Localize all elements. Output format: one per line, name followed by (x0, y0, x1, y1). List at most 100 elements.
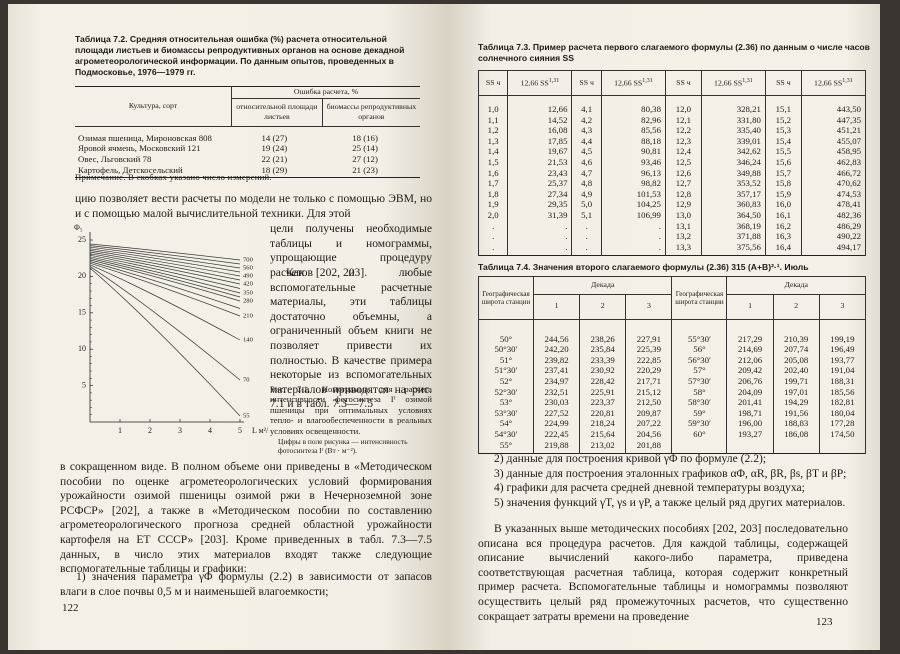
table-cell: . (507, 241, 573, 256)
table-cell: . (571, 220, 602, 232)
table-cell: 21 (23) (352, 164, 378, 175)
table-cell: 218,24 (579, 418, 627, 429)
header-cell: Культура, сорт (75, 86, 232, 127)
table-row: 52° 234,97 228,42 217,71 57°30′ 206,76 199,71 1… (478, 375, 867, 387)
table-cell: 1,1 (477, 114, 509, 126)
table-cell: 193,27 (726, 428, 774, 440)
table-cell: 50° (478, 319, 534, 345)
table-cell: 101,53 (600, 188, 666, 200)
table-cell: 58°30′ (671, 397, 728, 408)
table-cell (818, 439, 867, 454)
table-wrap: SS ч 12,66 SS1,31 SS ч 12,66 SS1,31 SS ч 12,6… (477, 70, 867, 257)
table-cell: 12,3 (664, 135, 702, 147)
table-cell: 15,6 (764, 156, 802, 168)
table-cell: 197,01 (772, 386, 820, 398)
table-cell: 5,0 (571, 199, 602, 210)
table-cell: 18 (16) (352, 132, 378, 143)
table-cell: 1,4 (477, 146, 509, 157)
paragraph: в сокращенном виде. В полном объеме они … (60, 460, 432, 576)
table-cell: 224,99 (532, 418, 581, 429)
curve-label: 700 (243, 257, 254, 264)
header-superscript: 1,31 (842, 78, 853, 85)
table-cell: 16,2 (764, 220, 802, 232)
x-tick-label: 5 (238, 426, 242, 435)
table-cell: 4,1 (571, 95, 602, 115)
table-cell: 58° (671, 386, 728, 398)
table-cell: 12,66 (507, 95, 573, 115)
table-cell: 371,88 (700, 231, 766, 242)
table-cell: 53°30′ (478, 407, 534, 419)
table-cell: 225,91 (579, 386, 627, 398)
header-cell: Географическая широта станции (478, 276, 534, 320)
table: Культура, сорт Ошибка расчета, % относител… (75, 86, 420, 179)
curve (89, 250, 241, 277)
table-cell: 222,85 (625, 354, 673, 366)
table-cell: 1,0 (477, 95, 509, 115)
table-cell: 375,56 (700, 241, 766, 256)
x-tick-label: 4 (208, 426, 212, 435)
table-cell: 230,03 (532, 397, 581, 408)
header-text: 12,66 SS (714, 79, 743, 88)
y-tick-label: 10 (78, 344, 86, 353)
header-text: 12,66 SS (614, 79, 643, 88)
header-row: относительной площади листьев биомассы ре… (75, 98, 420, 127)
table-cell: 214,69 (726, 344, 774, 355)
table-cell: 199,19 (818, 319, 867, 345)
table-cell: . (600, 241, 666, 256)
paragraph: цию позволяет вести расчеты по модели не… (75, 192, 432, 220)
table-cell: 15,3 (764, 125, 802, 136)
table-row: Овес, Льговский 78 22 (21) 27 (12) (75, 154, 420, 165)
curve-label: 490 (243, 273, 254, 280)
table-cell: 15,9 (764, 188, 802, 200)
header-cell: Декада (726, 276, 866, 295)
table-cell: 12,6 (664, 167, 702, 179)
table-cell: 13,3 (664, 241, 702, 256)
header-cell: SS ч (477, 70, 509, 96)
table-cell: . (571, 231, 602, 242)
table-cell: 50°30′ (478, 344, 534, 355)
header-cell: SS ч (764, 70, 802, 96)
table-cell: Овес, Льговский 78 (78, 153, 152, 164)
table-cell: 31,39 (507, 209, 573, 221)
paragraph: Как и любые вспомогательные расчетные ма… (270, 266, 432, 411)
table-cell: 209,42 (726, 365, 774, 376)
header-row: Культура, сорт Ошибка расчета, % (75, 86, 420, 127)
header-cell: Ошибка расчета, % (231, 86, 420, 99)
table-cell: 23,43 (507, 167, 573, 179)
x-tick-label: 3 (178, 426, 182, 435)
table-cell: 227,91 (625, 319, 673, 345)
table-row: 53°30′ 227,52 220,81 209,87 59° 198,71 191,56 1… (478, 407, 867, 419)
table-cell: 235,84 (579, 344, 627, 355)
table-cell: 106,99 (600, 209, 666, 221)
header-cell: Географическая широта станции (671, 276, 728, 320)
header-cell: SS ч (664, 70, 702, 96)
table-cell: Яровой ячмень, Московский 121 (78, 143, 201, 154)
table-cell: 201,88 (625, 439, 673, 454)
table-cell: 4,4 (571, 135, 602, 147)
table-row: 1,6 23,43 4,7 96,13 12,6 349,88 15,7 466,72 (477, 167, 867, 179)
table-cell: 1,5 (477, 156, 509, 168)
table-row: 50° 244,56 238,26 227,91 55°30′ 217,29 210,39 1… (478, 319, 867, 345)
table-note: Примечание. В скобках указано число изме… (75, 172, 272, 182)
table-cell: 204,09 (726, 386, 774, 398)
table-cell: 206,76 (726, 375, 774, 387)
table-cell: 191,56 (772, 407, 820, 419)
curve (89, 258, 241, 298)
table-cell: 96,13 (600, 167, 666, 179)
table-cell: 201,41 (726, 397, 774, 408)
table-caption: Таблица 7.2. Средняя относительная ошибк… (75, 34, 405, 77)
right-page: Таблица 7.3. Пример расчета первого слаг… (448, 4, 880, 650)
table-cell: 4,5 (571, 146, 602, 157)
table-cell: 13,0 (664, 209, 702, 221)
table-cell: 222,45 (532, 428, 581, 440)
table-row: 1,2 16,08 4,3 85,56 12,2 335,40 15,3 451,21 (477, 125, 867, 136)
table-cell: 207,74 (772, 344, 820, 355)
table-cell: 19,67 (507, 146, 573, 157)
table-cell: 212,06 (726, 354, 774, 366)
table-row: 55° 219,88 213,02 201,88 (478, 439, 867, 454)
table-row: 1,9 29,35 5,0 104,25 12,9 360,83 16,0 478,41 (477, 199, 867, 210)
table-cell: 196,49 (818, 344, 867, 355)
table-cell: 16,0 (764, 199, 802, 210)
table: SS ч 12,66 SS1,31 SS ч 12,66 SS1,31 SS ч 12,6… (477, 70, 867, 257)
curve-label: 70 (243, 377, 250, 384)
